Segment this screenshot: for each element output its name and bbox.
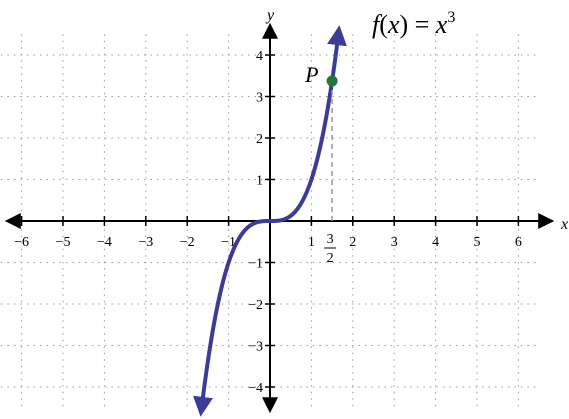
x-tick-label: 6 <box>515 235 522 250</box>
x-tick-label: −6 <box>14 235 29 250</box>
y-axis-label: y <box>265 7 275 24</box>
fn-var: x <box>387 10 400 39</box>
fn-open-paren: ( <box>379 10 388 39</box>
x-tick-label: 1 <box>308 235 315 250</box>
fraction-denominator: 2 <box>327 251 334 266</box>
x-tick-label: −5 <box>56 235 71 250</box>
y-tick-label: 1 <box>256 174 263 189</box>
x-tick-label: −2 <box>180 235 195 250</box>
fn-base: x <box>435 10 448 39</box>
y-tick-label: −4 <box>248 381 263 396</box>
x-tick-label: 3 <box>391 235 398 250</box>
fn-exponent: 3 <box>447 9 455 26</box>
fn-close-paren: ) <box>399 10 408 39</box>
fn-name: f <box>372 10 383 39</box>
x-tick-label: 5 <box>474 235 481 250</box>
x-tick-label: 2 <box>349 235 356 250</box>
grid <box>0 34 540 408</box>
y-tick-label: −2 <box>248 298 263 313</box>
y-tick-label: −1 <box>248 257 263 272</box>
fraction-numerator: 3 <box>327 232 334 247</box>
cubic-curve <box>193 25 347 417</box>
x-axis-label: x <box>560 216 568 233</box>
y-tick-label: 2 <box>256 132 263 147</box>
y-tick-label: 4 <box>256 49 263 64</box>
point-p <box>326 75 338 87</box>
point-x-fraction-label: 3 2 <box>324 232 337 266</box>
point-p-label: P <box>304 62 318 87</box>
y-tick-label: 3 <box>256 91 263 106</box>
y-tick-label: −3 <box>248 340 263 355</box>
function-label: f(x) = x3 <box>372 9 455 39</box>
x-tick-label: −4 <box>97 235 112 250</box>
fn-equals: = <box>408 10 436 39</box>
x-tick-label: 4 <box>432 235 439 250</box>
axes <box>4 22 555 414</box>
x-tick-label: −3 <box>138 235 153 250</box>
